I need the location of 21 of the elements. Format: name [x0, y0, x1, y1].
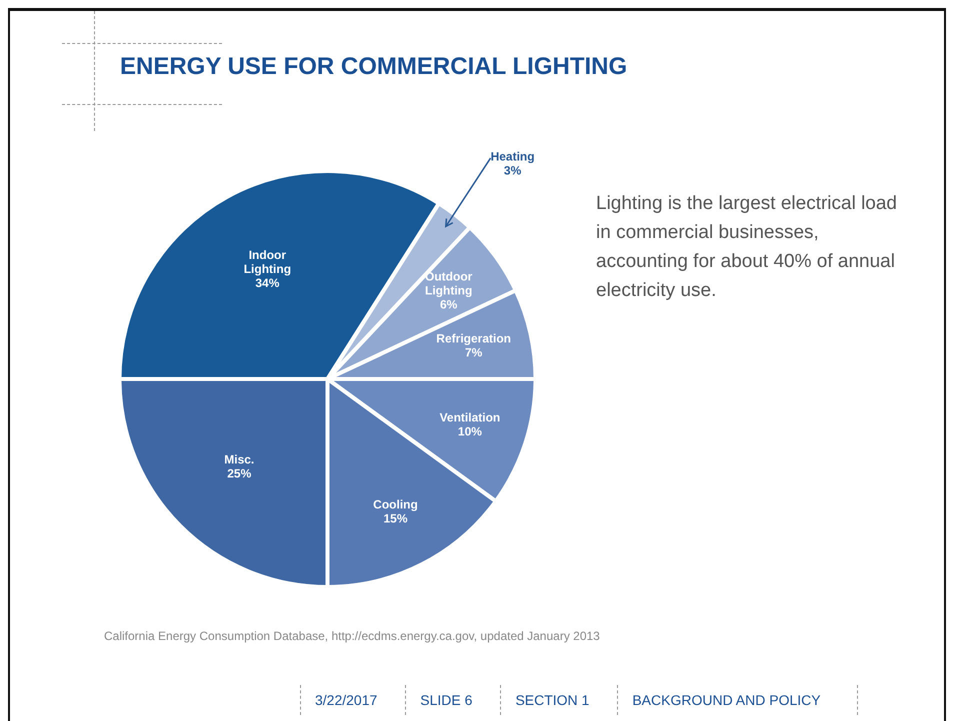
slice-label: Indoor Lighting	[244, 248, 292, 276]
slice-label: Outdoor Lighting	[424, 269, 473, 298]
slice-label: Refrigeration	[436, 332, 511, 346]
text: SECTION 1	[500, 685, 618, 715]
slice-label: Heating	[490, 149, 535, 164]
text: SLIDE 6	[405, 685, 500, 715]
slice-label: Ventilation	[440, 410, 500, 425]
data-label: 10%	[458, 424, 482, 439]
data-label: 6%	[440, 297, 458, 312]
data-label: 3%	[504, 163, 522, 178]
slice-label: Misc.	[224, 452, 254, 467]
text: 3/22/2017	[300, 685, 406, 715]
data-label: 25%	[227, 466, 252, 481]
chart-title: ENERGY USE FOR COMMERCIAL LIGHTING	[120, 53, 628, 81]
data-label: 7%	[464, 346, 483, 360]
text: California Energy Consumption Database, http://ecdms.energy.ca.gov, updated January 2013	[104, 629, 600, 643]
slice-label: Cooling	[373, 498, 418, 512]
text: Lighting is the largest electrical load in commercial businesses, accounting for about 40% of annual electricity use.	[596, 192, 898, 303]
data-label: 34%	[255, 276, 280, 290]
data-label: 15%	[383, 512, 408, 526]
text: BACKGROUND AND POLICY	[617, 685, 858, 715]
